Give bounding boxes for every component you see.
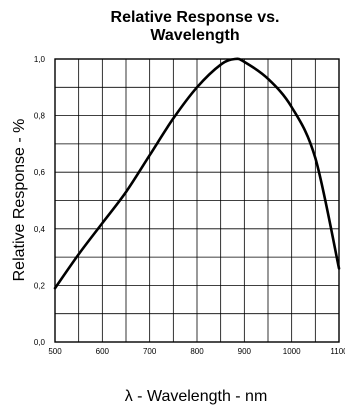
y-tick-label: 1,0: [34, 55, 46, 64]
chart-title: Relative Response vs. Wavelength: [111, 9, 280, 44]
x-tick-label: 800: [190, 347, 204, 356]
x-tick-label: 1000: [283, 347, 301, 356]
y-tick-label: 0,0: [34, 338, 46, 347]
y-tick-label: 0,8: [34, 112, 46, 121]
series-group: [53, 57, 341, 290]
chart-title-line-2: Wavelength: [150, 27, 239, 44]
y-tick-label: 0,6: [34, 168, 46, 177]
plot-frame: [54, 58, 340, 343]
grid: [54, 58, 340, 343]
response-curve: [53, 57, 341, 290]
y-tick-label: 0,4: [34, 225, 46, 234]
chart-title-line-1: Relative Response vs.: [111, 9, 280, 26]
y-axis-label: Relative Response - %: [11, 119, 28, 282]
x-tick-label: 700: [143, 347, 157, 356]
x-tick-label: 500: [48, 347, 62, 356]
x-axis-label: λ - Wavelength - nm: [125, 388, 268, 405]
x-tick-label: 900: [238, 347, 252, 356]
y-tick-label: 0,2: [34, 281, 46, 290]
x-tick-label: 600: [96, 347, 110, 356]
y-axis-ticks: 0,0 0,2 0,4 0,6 0,8 1,0: [34, 55, 46, 347]
